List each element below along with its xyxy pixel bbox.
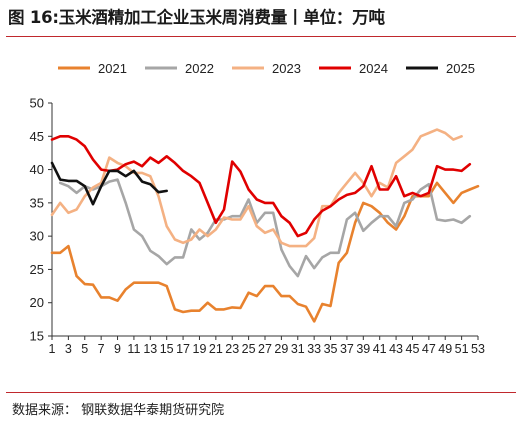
y-tick-label: 45 [30, 129, 44, 144]
x-tick-label: 1 [49, 342, 56, 356]
series-line-2023 [50, 128, 463, 248]
x-tick-label: 51 [455, 342, 469, 356]
x-tick-label: 3 [65, 342, 72, 356]
legend-label-2024: 2024 [359, 61, 388, 76]
bottom-rule [6, 392, 516, 393]
x-tick-label: 13 [143, 342, 157, 356]
chart-legend: 2021 2022 2023 2024 2025 [58, 61, 475, 76]
x-tick-label: 29 [274, 342, 288, 356]
series-line-2024 [50, 135, 472, 238]
top-rule [6, 36, 516, 37]
legend-label-2021: 2021 [98, 61, 127, 76]
y-tick-label: 30 [30, 229, 44, 244]
x-tick-label: 5 [81, 342, 88, 356]
x-tick-label: 43 [389, 342, 403, 356]
y-tick-label: 35 [30, 195, 44, 210]
y-tick-label: 50 [30, 96, 44, 111]
x-tick-label: 19 [193, 342, 207, 356]
x-tick-label: 21 [209, 342, 223, 356]
y-tick-label: 20 [30, 295, 44, 310]
x-tick-label: 9 [114, 342, 121, 356]
y-tick-label: 25 [30, 262, 44, 277]
x-tick-label: 15 [160, 342, 174, 356]
x-tick-label: 49 [438, 342, 452, 356]
x-tick-label: 25 [242, 342, 256, 356]
series-line-2022 [58, 178, 472, 278]
chart-title: 图 16:玉米酒精加工企业玉米周消费量丨单位：万吨 [8, 8, 385, 27]
x-tick-label: 53 [471, 342, 485, 356]
x-tick-label: 39 [356, 342, 370, 356]
series-layer [50, 128, 480, 323]
x-tick-label: 31 [291, 342, 305, 356]
x-tick-label: 7 [98, 342, 105, 356]
series-line-2021 [50, 181, 480, 323]
legend-label-2025: 2025 [446, 61, 475, 76]
x-tick-label: 17 [176, 342, 190, 356]
x-tick-label: 33 [307, 342, 321, 356]
legend-label-2023: 2023 [272, 61, 301, 76]
x-tick-label: 35 [324, 342, 338, 356]
series-line-2025 [50, 161, 168, 206]
x-tick-label: 45 [406, 342, 420, 356]
x-tick-label: 37 [340, 342, 354, 356]
source-note: 数据来源： 钢联数据华泰期货研究院 [12, 403, 225, 418]
y-tick-label: 15 [30, 329, 44, 344]
legend-label-2022: 2022 [185, 61, 214, 76]
x-tick-label: 23 [225, 342, 239, 356]
y-tick-label: 40 [30, 162, 44, 177]
x-tick-label: 11 [127, 342, 140, 356]
x-tick-label: 41 [373, 342, 387, 356]
x-tick-label: 47 [422, 342, 436, 356]
x-tick-label: 27 [258, 342, 272, 356]
